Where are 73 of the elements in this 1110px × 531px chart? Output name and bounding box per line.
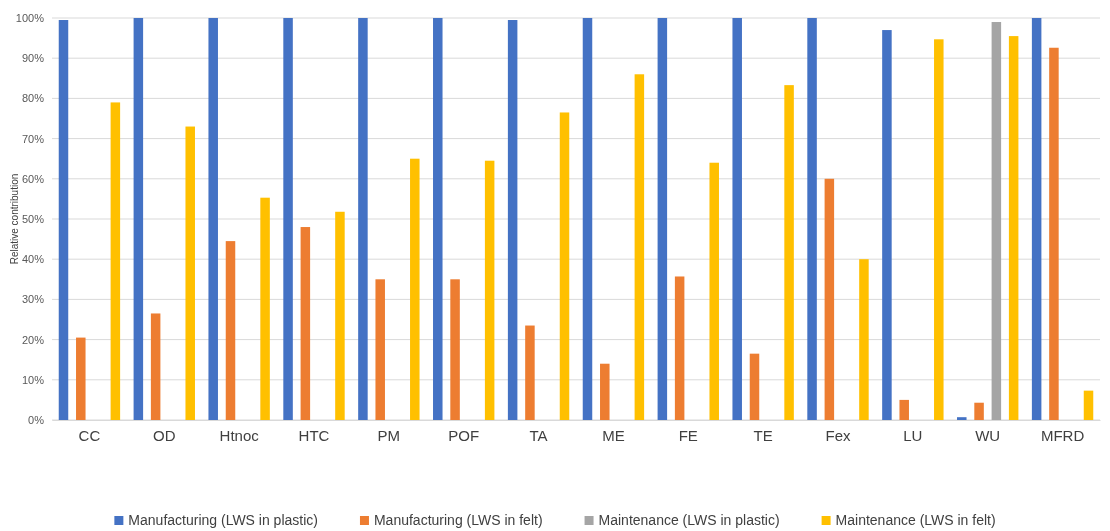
y-tick-label: 10% [21,373,45,386]
bar [1031,18,1042,420]
x-tick-label: Fex [825,426,851,444]
bar [957,417,967,420]
x-tick-label: Htnoc [219,426,260,444]
bar [76,337,86,420]
y-tick-label: 70% [21,132,45,145]
bar [807,18,817,420]
bar [600,363,610,420]
bar [1008,36,1019,420]
legend-label: Manufacturing (LWS in felt) [373,512,543,528]
bar [674,276,685,420]
bar [225,241,236,420]
x-tick-label: HTC [298,426,330,444]
y-tick-label: 0% [28,414,45,427]
bar [58,20,69,420]
bar [882,30,892,420]
bar [260,197,270,420]
y-tick-label: 30% [21,293,45,306]
bar [410,158,420,420]
legend-label: Manufacturing (LWS in plastic) [128,512,318,528]
bar [1083,390,1094,420]
x-tick-label: MFRD [1040,426,1085,444]
bar [450,279,460,420]
y-tick-label: 60% [21,172,45,185]
y-tick-label: 90% [21,52,45,65]
bar [375,279,385,420]
bar [358,18,368,420]
bar [525,325,535,420]
bar [732,18,742,420]
x-tick-label: LU [903,426,923,444]
legend-label: Maintenance (LWS in plastic) [598,512,780,528]
bar [559,112,570,420]
bar [899,399,909,420]
bar [1049,47,1059,420]
bar [709,162,719,420]
bar [335,211,345,420]
y-tick-label: 100% [15,12,45,25]
legend-label: Maintenance (LWS in felt) [835,512,996,528]
bar [974,402,984,420]
x-tick-label: PM [377,426,401,444]
y-tick-label: 80% [21,92,45,105]
x-tick-label: OD [153,426,176,444]
x-tick-label: FE [678,426,698,444]
y-tick-label: 20% [21,333,45,346]
x-tick-label: WU [975,426,1001,444]
bar [657,18,668,420]
y-tick-label: 40% [21,253,45,266]
bar [859,259,869,420]
y-axis-title: Relative contribution [9,173,20,265]
bar [507,20,518,420]
x-tick-label: CC [78,426,101,444]
x-tick-label: TA [529,426,548,444]
x-tick-label: POF [448,426,480,444]
bar [133,18,144,420]
bar [784,85,794,420]
bar [749,353,760,420]
bar [991,22,1002,420]
bar [300,227,311,420]
y-tick-label: 50% [21,213,45,226]
bar [824,178,835,420]
bar [484,160,495,420]
bar [634,74,645,420]
bar [185,126,195,420]
bar [110,102,121,420]
bar [433,18,443,420]
bar [934,39,944,420]
bar [150,313,161,420]
bar [208,18,218,420]
bar [582,18,593,420]
x-tick-label: TE [753,426,773,444]
bar [283,18,293,420]
x-tick-label: ME [602,426,625,444]
